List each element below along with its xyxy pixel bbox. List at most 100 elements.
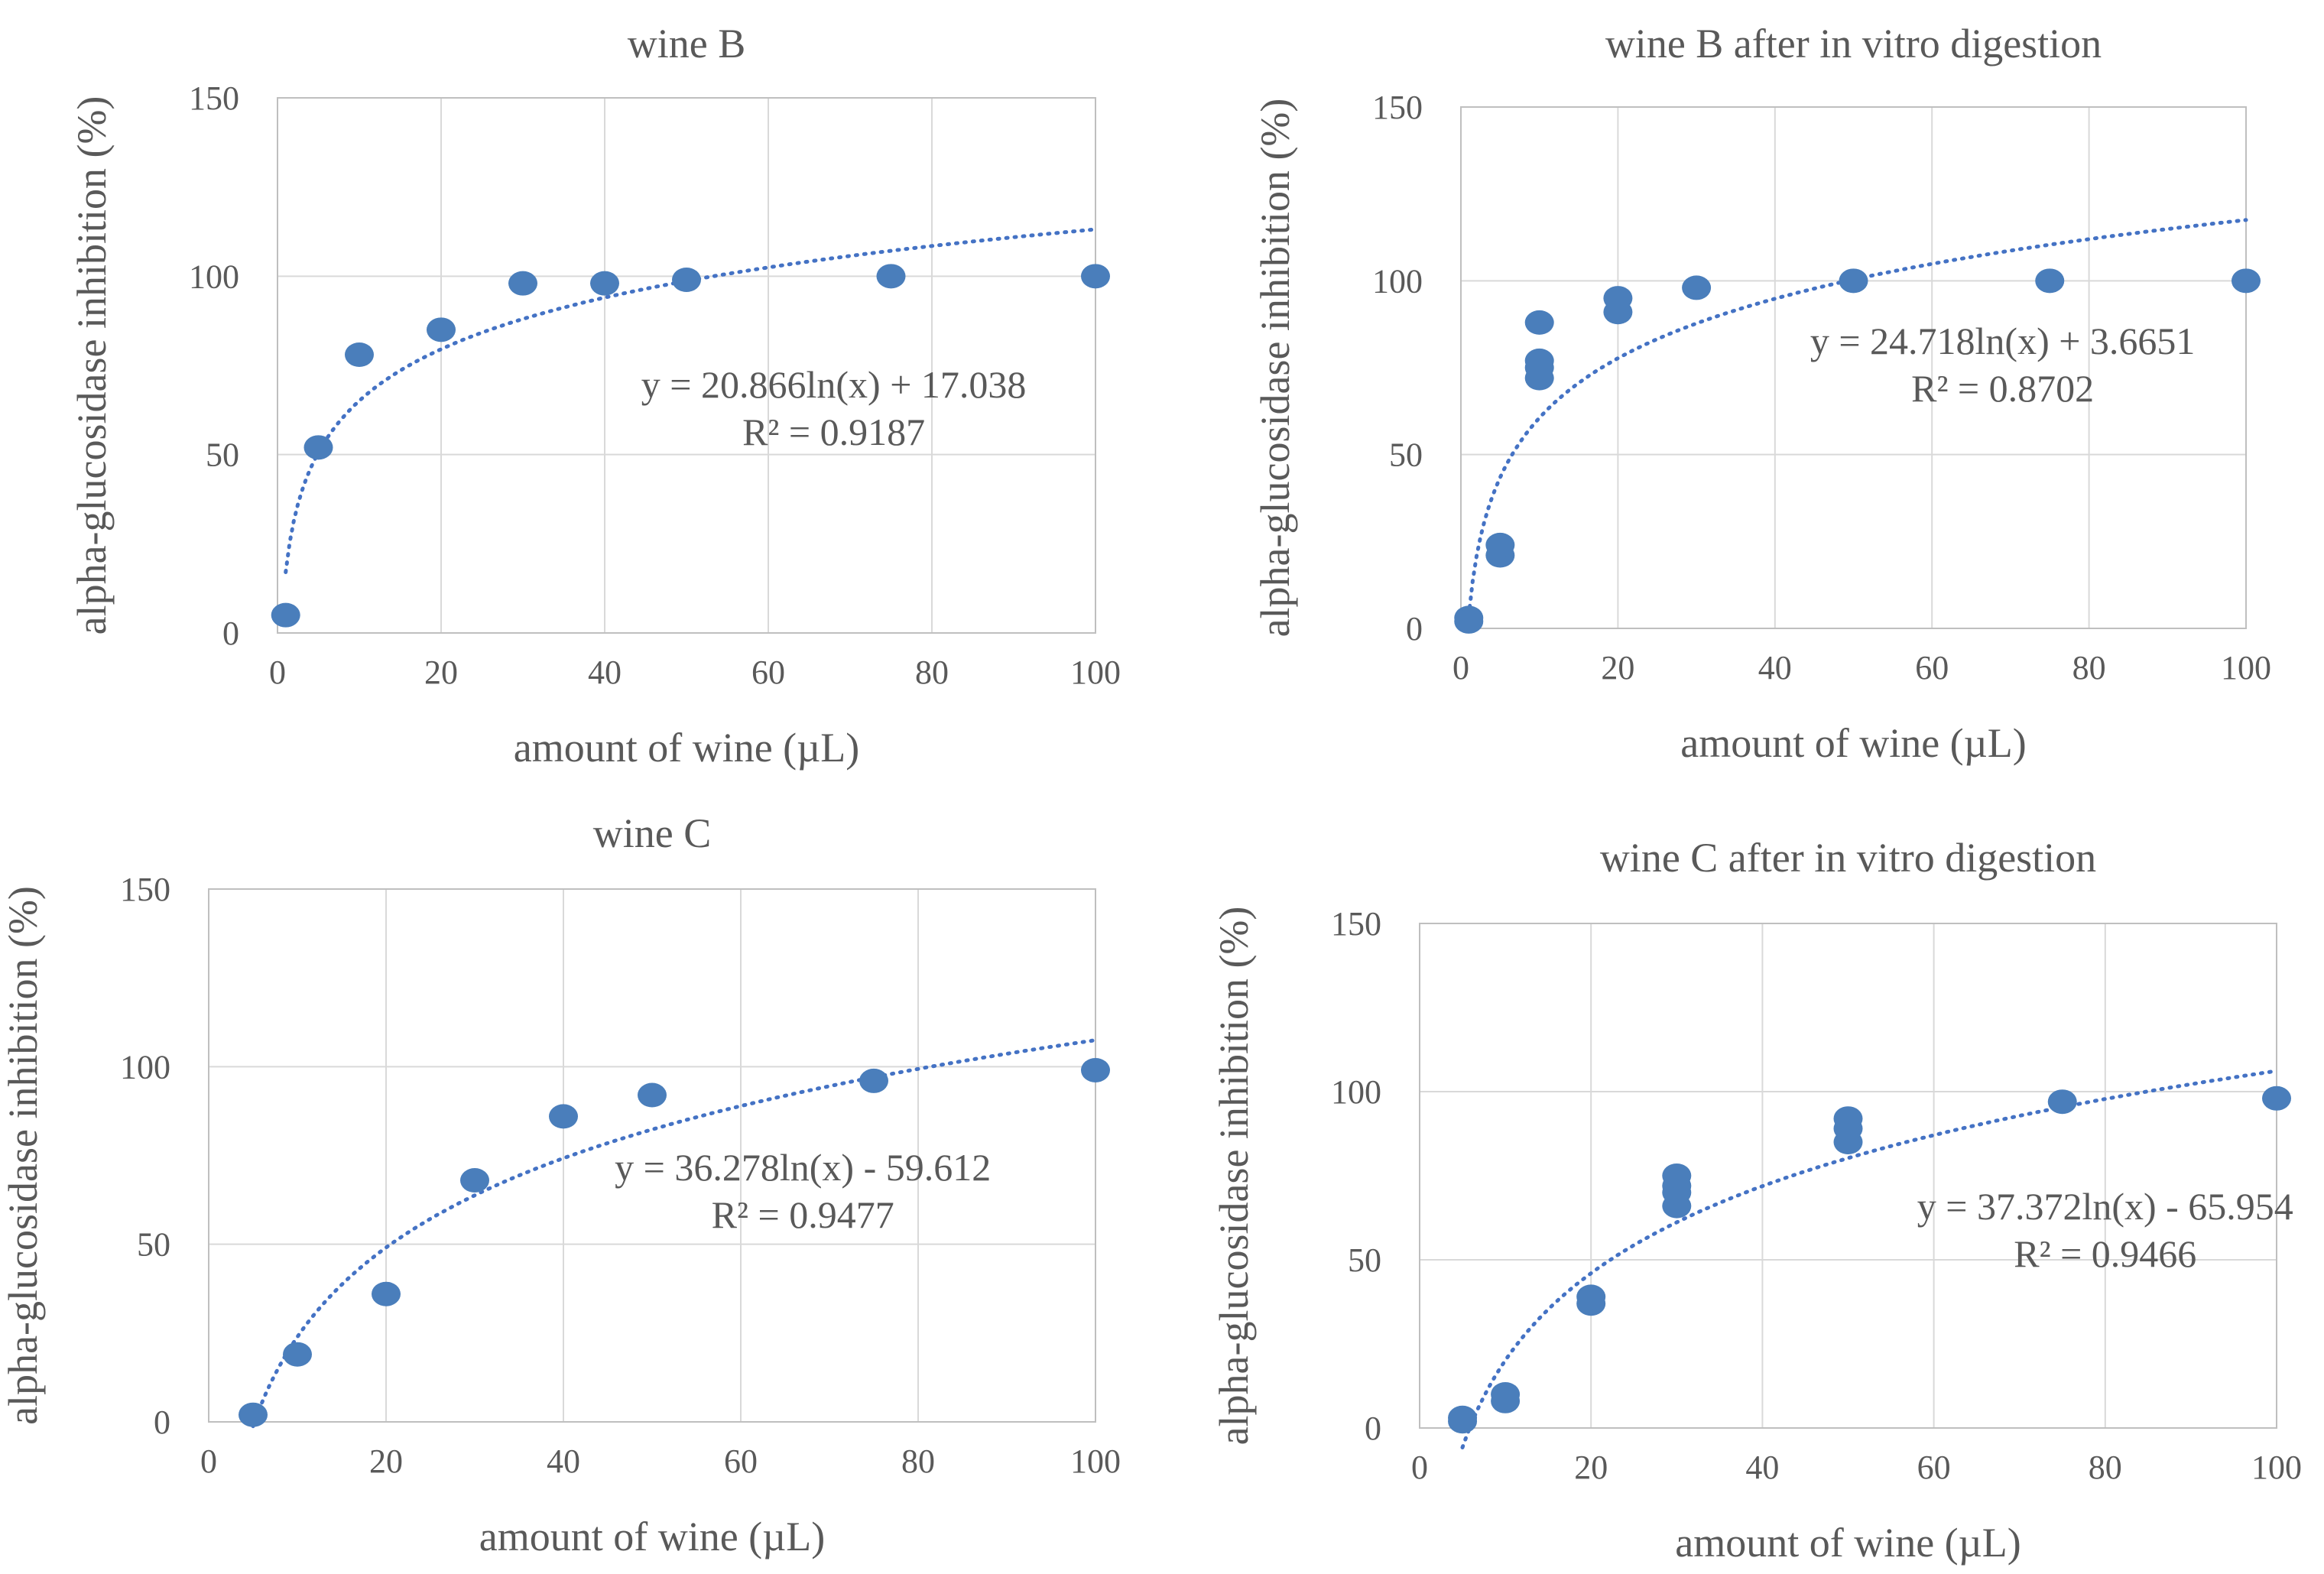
data-point — [239, 1402, 268, 1427]
data-point — [1682, 275, 1712, 300]
x-tick-label: 20 — [1574, 1449, 1608, 1486]
y-tick-label: 50 — [206, 437, 239, 474]
chart-panel: 0 20 40 60 80 100 0 50 100 150 wine C after in vit… — [1211, 835, 2302, 1566]
x-tick-label: 0 — [1411, 1449, 1428, 1486]
x-tick-label: 0 — [269, 654, 286, 691]
data-point — [2262, 1086, 2291, 1111]
x-tick-label: 20 — [1601, 649, 1634, 686]
y-tick-label: 100 — [189, 258, 239, 295]
data-point — [1524, 310, 1554, 335]
y-axis-label: alpha-glucosidase inhibition (%) — [1211, 907, 1257, 1446]
data-point — [508, 271, 537, 296]
y-tick-label: 50 — [1389, 437, 1423, 474]
y-tick-label: 150 — [120, 871, 170, 908]
x-tick-label: 80 — [901, 1443, 935, 1480]
y-axis-label: alpha-glucosidase inhibition (%) — [1252, 99, 1298, 638]
data-point — [1662, 1163, 1692, 1188]
chart-title: wine B after in vitro digestion — [1605, 21, 2102, 67]
y-tick-label: 100 — [1331, 1073, 1381, 1111]
x-tick-label: 80 — [2089, 1449, 2122, 1486]
data-point — [549, 1104, 578, 1129]
trendline-r-squared: R² = 0.9187 — [742, 411, 925, 453]
y-axis-label: alpha-glucosidase inhibition (%) — [0, 886, 46, 1425]
data-point — [2047, 1089, 2077, 1115]
chart-panel: 0 20 40 60 80 100 0 50 100 150 wine B amount of win… — [69, 21, 1121, 771]
y-tick-label: 100 — [120, 1048, 170, 1086]
trendline — [251, 1038, 1098, 1429]
data-point — [1081, 264, 1110, 289]
trendline-equation: y = 36.278ln(x) - 59.612 — [615, 1146, 991, 1189]
y-tick-label: 50 — [1348, 1241, 1381, 1279]
y-tick-label: 150 — [1331, 905, 1381, 943]
trendline-equation: y = 24.718ln(x) + 3.6651 — [1810, 320, 2196, 362]
data-point — [1839, 268, 1868, 294]
x-tick-label: 20 — [424, 654, 458, 691]
plot-area — [208, 888, 1096, 1423]
data-point — [427, 317, 456, 342]
x-axis-label: amount of wine (µL) — [1680, 720, 2027, 766]
y-tick-label: 0 — [154, 1404, 170, 1441]
chart-title: wine B — [628, 21, 746, 67]
plot-area — [1419, 923, 2277, 1429]
data-point — [1448, 1405, 1478, 1430]
x-tick-label: 60 — [751, 654, 785, 691]
x-axis-label: amount of wine (µL) — [479, 1514, 826, 1559]
x-tick-label: 40 — [1745, 1449, 1779, 1486]
data-point — [1576, 1284, 1606, 1310]
data-point — [271, 602, 300, 628]
trendline-r-squared: R² = 0.9466 — [2014, 1232, 2196, 1275]
data-point — [1524, 348, 1554, 373]
y-tick-label: 0 — [222, 615, 239, 652]
y-tick-label: 50 — [137, 1226, 170, 1264]
x-tick-label: 0 — [200, 1443, 217, 1480]
data-point — [460, 1168, 489, 1193]
x-tick-label: 40 — [547, 1443, 580, 1480]
x-tick-label: 0 — [1452, 649, 1469, 686]
data-point — [303, 435, 333, 460]
data-point — [372, 1281, 401, 1306]
y-axis-label: alpha-glucosidase inhibition (%) — [69, 96, 115, 635]
data-point — [1454, 609, 1484, 634]
x-tick-label: 100 — [2221, 649, 2271, 686]
data-point — [876, 264, 906, 289]
y-tick-label: 100 — [1372, 262, 1423, 300]
x-tick-label: 60 — [724, 1443, 758, 1480]
trendline — [1460, 1069, 2279, 1449]
x-tick-label: 60 — [1917, 1449, 1951, 1486]
x-tick-label: 80 — [2072, 649, 2106, 686]
y-tick-label: 0 — [1406, 610, 1423, 647]
chart-panel: 0 20 40 60 80 100 0 50 100 150 wine B after in vit… — [1252, 21, 2271, 766]
trendline-equation: y = 20.866ln(x) + 17.038 — [641, 363, 1027, 406]
x-tick-label: 80 — [915, 654, 949, 691]
data-point — [345, 342, 374, 367]
x-tick-label: 100 — [2251, 1449, 2302, 1486]
data-point — [283, 1342, 312, 1367]
x-tick-label: 20 — [369, 1443, 403, 1480]
data-point — [1081, 1057, 1110, 1082]
y-tick-label: 150 — [1372, 89, 1423, 126]
trendline-r-squared: R² = 0.8702 — [1911, 367, 2094, 410]
data-point — [1485, 532, 1515, 557]
x-axis-label: amount of wine (µL) — [514, 725, 860, 771]
data-point — [638, 1082, 667, 1108]
data-point — [2231, 268, 2261, 294]
x-tick-label: 40 — [588, 654, 622, 691]
x-tick-label: 40 — [1758, 649, 1792, 686]
data-point — [590, 271, 619, 296]
plot-area — [1460, 106, 2247, 629]
plot-area — [277, 97, 1096, 634]
chart-panel: 0 20 40 60 80 100 0 50 100 150 wine C amount of win… — [0, 810, 1121, 1559]
data-point — [1603, 286, 1633, 311]
data-point — [859, 1068, 888, 1093]
data-point — [672, 268, 701, 292]
data-point — [2035, 268, 2065, 294]
x-tick-label: 60 — [1915, 649, 1949, 686]
data-point — [1491, 1382, 1521, 1407]
y-tick-label: 0 — [1365, 1410, 1381, 1447]
x-axis-label: amount of wine (µL) — [1675, 1520, 2021, 1566]
x-tick-label: 100 — [1070, 1443, 1121, 1480]
y-tick-label: 150 — [189, 80, 239, 117]
chart-title: wine C after in vitro digestion — [1600, 835, 2096, 881]
trendline-equation: y = 37.372ln(x) - 65.954 — [1917, 1185, 2293, 1228]
